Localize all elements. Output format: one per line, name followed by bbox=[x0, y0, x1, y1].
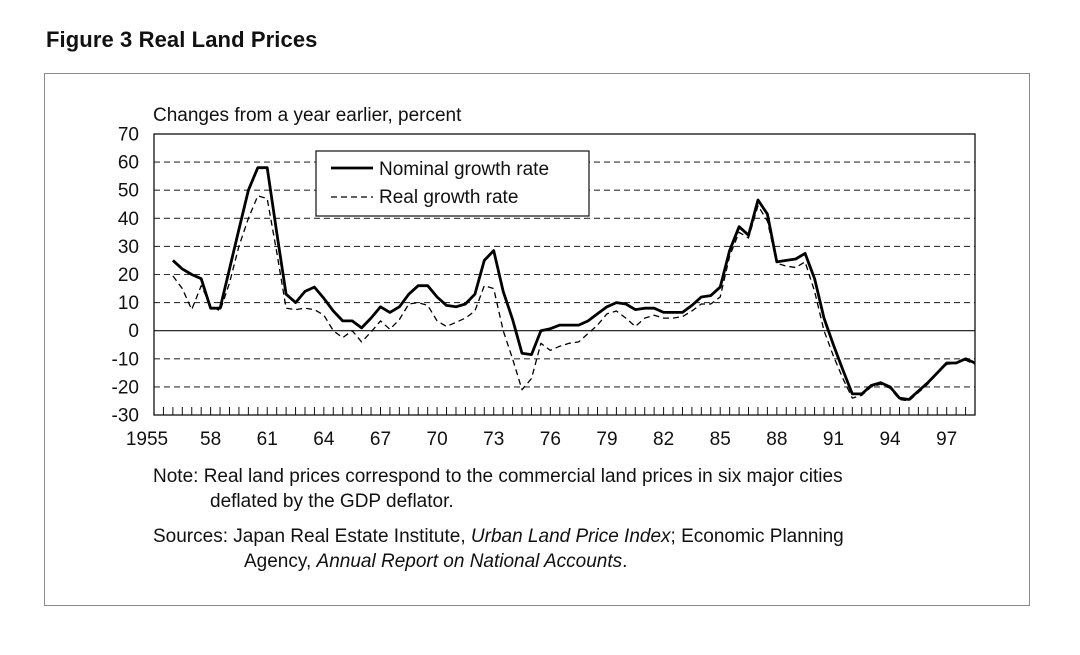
x-tick-labels: 1955 58 61 64 67 70 73 76 79 82 85 88 91 94 97 bbox=[126, 429, 957, 450]
y-tick-label: 40 bbox=[118, 209, 139, 230]
x-tick-label: 1955 bbox=[126, 429, 168, 450]
sources-prefix: Sources: bbox=[153, 526, 228, 547]
y-tick-label: 60 bbox=[118, 153, 139, 174]
sources-title-annual-report: Annual Report on National Accounts bbox=[316, 551, 623, 572]
x-tick-label: 61 bbox=[257, 429, 278, 450]
x-tick-label: 79 bbox=[596, 429, 617, 450]
sources-text-2: ; Economic Planning bbox=[670, 526, 844, 547]
series-real-growth-line bbox=[172, 195, 976, 402]
sources-text-3: Agency, bbox=[244, 551, 317, 572]
sources-line2: Agency, Annual Report on National Accoun… bbox=[153, 549, 844, 574]
note-prefix: Note: bbox=[153, 466, 199, 487]
x-tick-label: 88 bbox=[766, 429, 787, 450]
x-tick-label: 82 bbox=[653, 429, 674, 450]
y-tick-label: 10 bbox=[118, 293, 139, 314]
x-tick-label: 97 bbox=[936, 429, 957, 450]
x-tick-label: 76 bbox=[540, 429, 561, 450]
x-tick-label: 67 bbox=[370, 429, 391, 450]
x-tick-label: 64 bbox=[313, 429, 335, 450]
legend-box bbox=[315, 150, 590, 217]
x-tick-label: 94 bbox=[879, 429, 901, 450]
note: Note: Real land prices correspond to the… bbox=[153, 464, 844, 514]
x-tick-label: 73 bbox=[483, 429, 504, 450]
sources-title-urban-land-price-index: Urban Land Price Index bbox=[470, 526, 671, 547]
x-tick-label: 70 bbox=[427, 429, 448, 450]
legend: Nominal growth rate Real growth rate bbox=[315, 150, 590, 217]
note-text-line1: Real land prices correspond to the comme… bbox=[203, 466, 843, 487]
x-tick-marks bbox=[162, 407, 967, 415]
x-tick-label: 91 bbox=[823, 429, 844, 450]
x-tick-label: 85 bbox=[710, 429, 731, 450]
y-tick-label: -30 bbox=[112, 406, 139, 427]
y-tick-label: 70 bbox=[118, 125, 139, 146]
y-tick-labels: 70 60 50 40 30 20 10 0 -10 -20 -30 bbox=[112, 125, 139, 427]
note-text-line2: deflated by the GDP deflator. bbox=[210, 491, 454, 512]
legend-label-real: Real growth rate bbox=[379, 187, 518, 208]
sources: Sources: Japan Real Estate Institute, Ur… bbox=[153, 524, 844, 574]
y-tick-label: 0 bbox=[128, 321, 139, 342]
y-tick-label: 30 bbox=[118, 237, 139, 258]
y-tick-label: 50 bbox=[118, 181, 139, 202]
y-tick-label: -10 bbox=[112, 349, 139, 370]
sources-text-end: . bbox=[622, 551, 628, 572]
y-axis-label: Changes from a year earlier, percent bbox=[153, 105, 462, 126]
series-lines bbox=[171, 166, 976, 402]
series-nominal-growth-line bbox=[171, 166, 976, 401]
figure-title: Figure 3 Real Land Prices bbox=[46, 27, 318, 52]
x-tick-label: 58 bbox=[200, 429, 221, 450]
plot-area bbox=[153, 133, 976, 416]
y-tick-label: 20 bbox=[118, 265, 139, 286]
y-tick-label: -20 bbox=[112, 377, 139, 398]
legend-label-nominal: Nominal growth rate bbox=[379, 159, 549, 180]
sources-text-1: Japan Real Estate Institute, bbox=[233, 526, 471, 547]
figure-notes: Note: Real land prices correspond to the… bbox=[153, 464, 844, 584]
